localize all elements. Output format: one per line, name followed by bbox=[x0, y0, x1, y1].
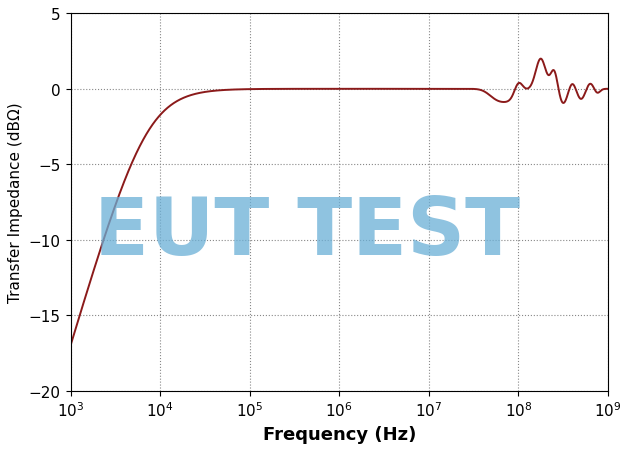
Y-axis label: Transfer Impedance (dBΩ): Transfer Impedance (dBΩ) bbox=[8, 102, 23, 303]
X-axis label: Frequency (Hz): Frequency (Hz) bbox=[263, 425, 416, 443]
Text: EUT TEST: EUT TEST bbox=[94, 194, 520, 272]
